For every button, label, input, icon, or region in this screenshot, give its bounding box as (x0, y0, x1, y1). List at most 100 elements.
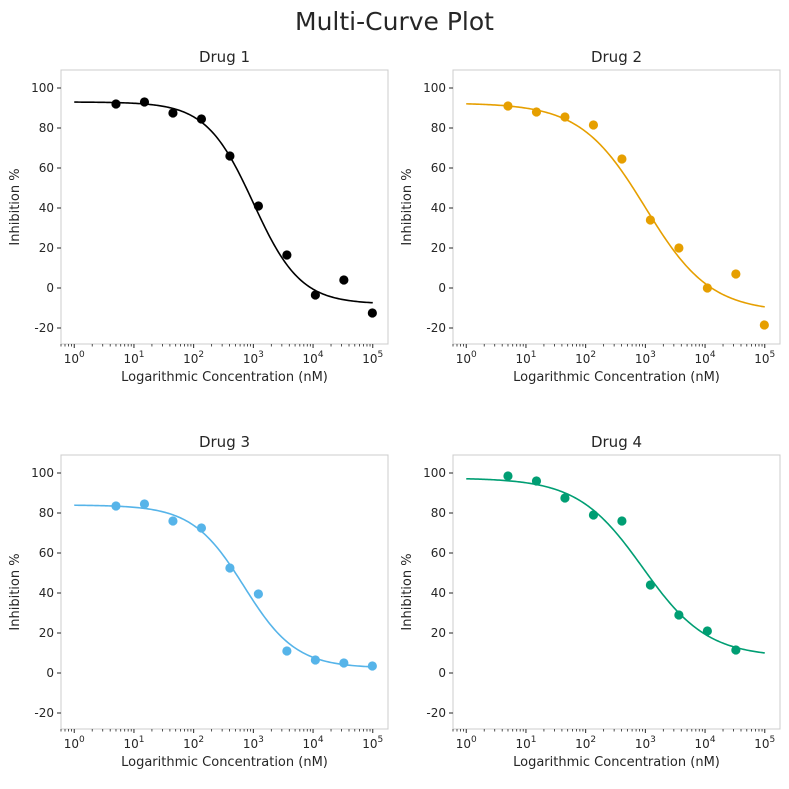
drug-1-axes-frame (61, 70, 388, 344)
drug-4-axes-frame (453, 455, 780, 729)
drug-3-data-point (140, 499, 149, 508)
drug-1-data-point (254, 201, 263, 210)
drug-3-ylabel: Inhibition % (8, 553, 23, 630)
drug-4-data-point (703, 626, 712, 635)
drug-3-fit-curve (74, 505, 373, 667)
drug-4-ytick-label: 0 (438, 666, 446, 680)
drug-3-xtick-label: 102 (183, 735, 204, 751)
drug-4-xtick-label: 102 (575, 735, 596, 751)
drug-4-fit-curve (466, 479, 765, 653)
drug-4-data-point (589, 510, 598, 519)
drug-3-axes-frame (61, 455, 388, 729)
drug-4-xtick-label: 103 (635, 735, 656, 751)
drug-1-xtick-label: 105 (362, 350, 383, 366)
drug-1-data-point (311, 290, 320, 299)
drug-1-ytick-label: 100 (31, 81, 54, 95)
drug-2-ytick-label: 20 (431, 241, 446, 255)
drug-4-xtick-label: 104 (695, 735, 716, 751)
drug-2-xtick-label: 100 (456, 350, 477, 366)
drug-2-ytick-label: 100 (423, 81, 446, 95)
drug-4-title: Drug 4 (591, 433, 642, 451)
drug-2-data-point (589, 120, 598, 129)
drug-3-data-point (111, 501, 120, 510)
drug-1-ytick-label: 40 (39, 201, 54, 215)
drug-1-ytick-label: 20 (39, 241, 54, 255)
drug-4-xtick-label: 105 (754, 735, 775, 751)
drug-3-xtick-label: 104 (303, 735, 324, 751)
drug-4-xtick-label: 100 (456, 735, 477, 751)
drug-4-xlabel: Logarithmic Concentration (nM) (513, 755, 720, 770)
drug-2-data-point (646, 215, 655, 224)
drug-4-data-point (646, 580, 655, 589)
drug-3-ytick-label: 80 (39, 506, 54, 520)
drug-2-data-point (617, 154, 626, 163)
drug-3-ytick-label: 0 (46, 666, 54, 680)
drug-1-data-point (225, 151, 234, 160)
drug-2-data-point (703, 283, 712, 292)
drug-2-title: Drug 2 (591, 48, 642, 66)
drug-4-ytick-label: 60 (431, 546, 446, 560)
drug-4-data-point (503, 471, 512, 480)
drug-1-xtick-label: 102 (183, 350, 204, 366)
drug-1-xtick-label: 101 (123, 350, 144, 366)
drug-2-panel: Drug 2 -20 0 20 40 60 80 100 100 101 102 103 104 105 L… (400, 48, 780, 385)
drug-1-ytick-label: -20 (34, 321, 54, 335)
drug-2-xtick-label: 101 (515, 350, 536, 366)
drug-1-ytick-label: 60 (39, 161, 54, 175)
drug-3-ytick-label: 60 (39, 546, 54, 560)
drug-2-ylabel: Inhibition % (400, 168, 415, 245)
drug-1-data-point (140, 97, 149, 106)
drug-4-data-point (532, 476, 541, 485)
drug-4-ytick-label: 100 (423, 466, 446, 480)
drug-2-ytick-label: 80 (431, 121, 446, 135)
drug-3-data-point (368, 661, 377, 670)
drug-4-ytick-label: -20 (426, 706, 446, 720)
drug-4-data-point (617, 516, 626, 525)
drug-1-title: Drug 1 (199, 48, 250, 66)
drug-4-ytick-label: 20 (431, 626, 446, 640)
drug-1-ytick-label: 80 (39, 121, 54, 135)
drug-1-fit-curve (74, 102, 373, 303)
drug-2-fit-curve (466, 104, 765, 307)
drug-2-xtick-label: 104 (695, 350, 716, 366)
drug-3-ytick-label: 20 (39, 626, 54, 640)
drug-4-xtick-label: 101 (515, 735, 536, 751)
drug-3-ytick-label: 40 (39, 586, 54, 600)
drug-4-data-point (560, 493, 569, 502)
drug-1-data-point (168, 108, 177, 117)
drug-2-ytick-label: 60 (431, 161, 446, 175)
drug-2-data-point (532, 107, 541, 116)
drug-3-ytick-label: -20 (34, 706, 54, 720)
drug-1-xlabel: Logarithmic Concentration (nM) (121, 370, 328, 385)
drug-2-data-point (560, 112, 569, 121)
drug-2-data-point (760, 320, 769, 329)
drug-4-ytick-label: 40 (431, 586, 446, 600)
drug-3-data-point (254, 589, 263, 598)
drug-1-xtick-label: 103 (243, 350, 264, 366)
drug-3-ytick-label: 100 (31, 466, 54, 480)
drug-2-axes-frame (453, 70, 780, 344)
drug-3-xtick-label: 100 (64, 735, 85, 751)
drug-2-ytick-label: 40 (431, 201, 446, 215)
drug-4-data-point (731, 645, 740, 654)
drug-4-data-point (674, 610, 683, 619)
drug-1-panel: Drug 1 -20 0 20 40 60 80 100 100 101 102 103 104 105 L… (8, 48, 388, 385)
drug-2-xtick-label: 105 (754, 350, 775, 366)
drug-1-data-point (111, 99, 120, 108)
drug-1-ylabel: Inhibition % (8, 168, 23, 245)
drug-2-xtick-label: 102 (575, 350, 596, 366)
drug-3-xlabel: Logarithmic Concentration (nM) (121, 755, 328, 770)
figure-title: Multi-Curve Plot (295, 7, 494, 36)
drug-3-panel: Drug 3 -20 0 20 40 60 80 100 100 101 102 103 104 105 L… (8, 433, 388, 770)
drug-2-xlabel: Logarithmic Concentration (nM) (513, 370, 720, 385)
drug-3-data-point (311, 655, 320, 664)
drug-2-data-point (503, 101, 512, 110)
drug-1-data-point (339, 275, 348, 284)
drug-2-data-point (674, 243, 683, 252)
drug-3-xtick-label: 103 (243, 735, 264, 751)
drug-3-data-point (282, 646, 291, 655)
drug-1-data-point (282, 250, 291, 259)
drug-2-data-point (731, 269, 740, 278)
drug-3-xtick-label: 101 (123, 735, 144, 751)
